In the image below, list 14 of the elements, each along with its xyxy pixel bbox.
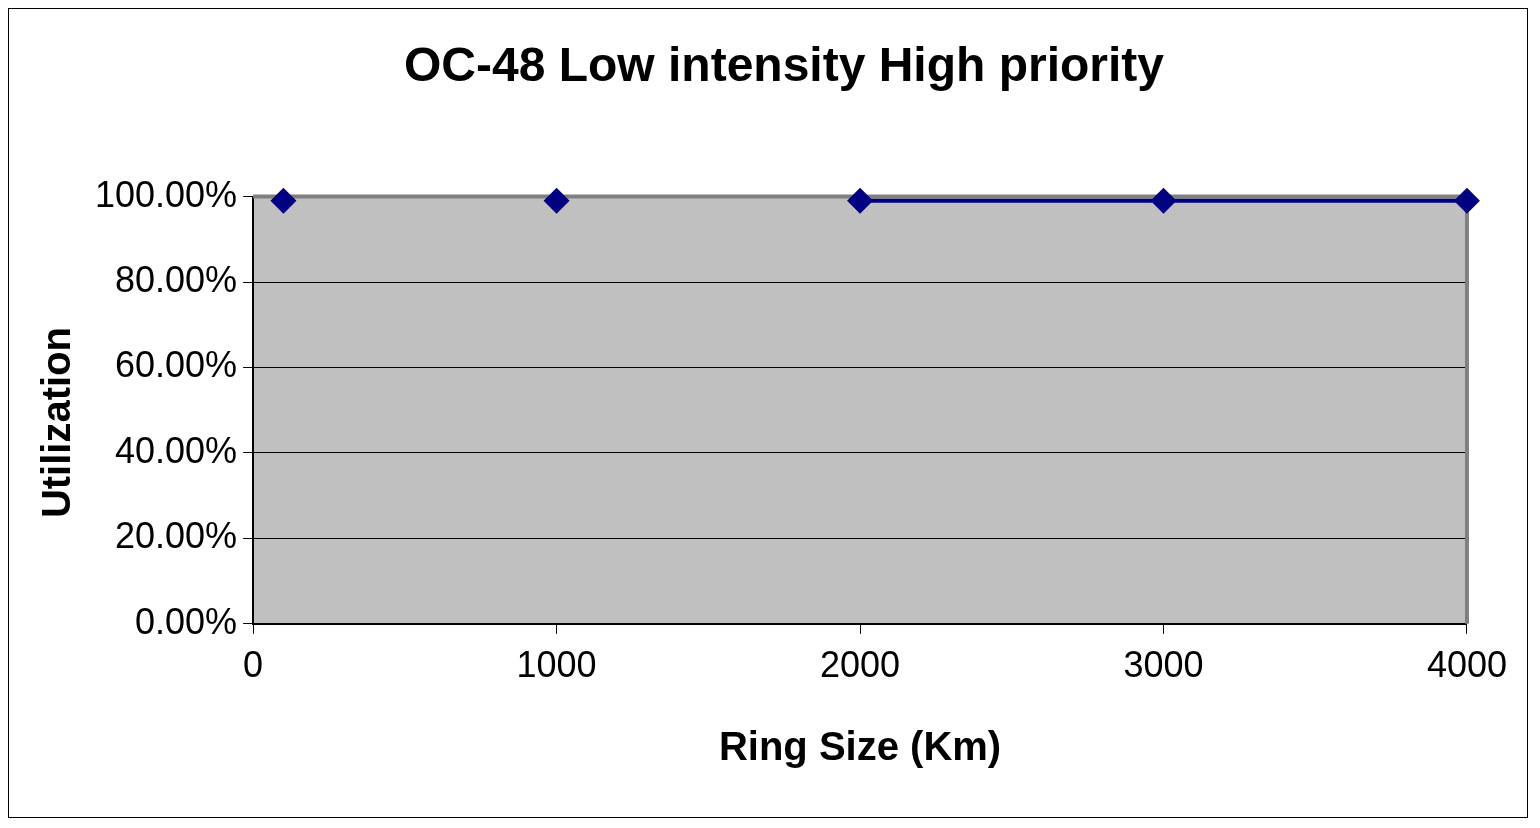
y-tick-label: 100.00% <box>94 173 238 215</box>
x-axis-title: Ring Size (Km) <box>718 724 1002 769</box>
y-tick-label: 0.00% <box>135 600 238 642</box>
x-tick-label: 2000 <box>819 644 901 686</box>
y-tick-label: 60.00% <box>115 344 238 386</box>
chart-title: OC-48 Low intensity High priority <box>403 38 1165 92</box>
y-tick-label: 40.00% <box>115 429 238 471</box>
x-tick-label: 4000 <box>1426 644 1507 686</box>
y-tick-label: 80.00% <box>115 258 238 300</box>
y-tick-label: 20.00% <box>115 515 238 557</box>
x-tick-label: 3000 <box>1123 644 1204 686</box>
x-tick-label: 1000 <box>516 644 597 686</box>
x-tick-label: 0 <box>243 644 264 686</box>
y-axis-title: Utilization <box>34 327 79 519</box>
